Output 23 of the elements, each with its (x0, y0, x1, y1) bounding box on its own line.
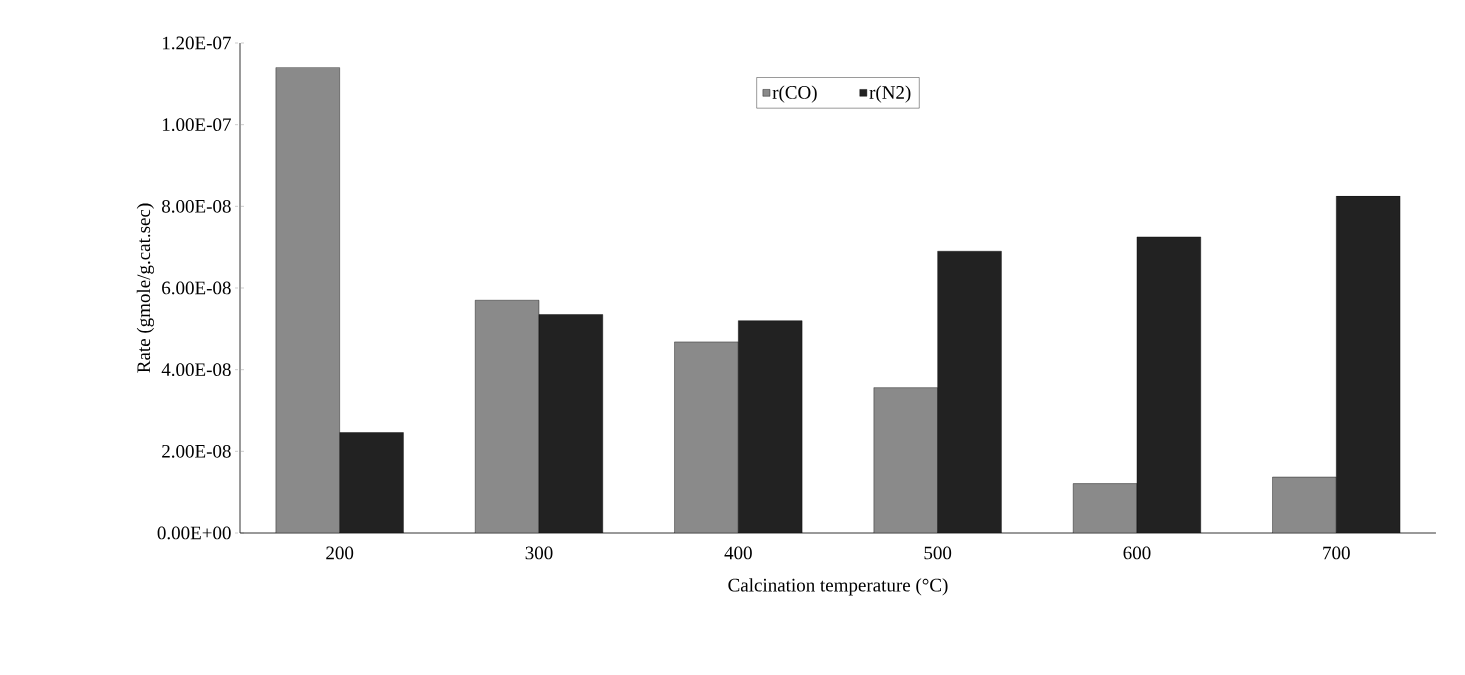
y-axis-title: Rate (gmole/g.cat.sec) (136, 203, 155, 373)
x-tick-label: 500 (924, 546, 952, 560)
y-tick-label: 2.00E-08 (162, 444, 231, 458)
x-tick-label: 300 (525, 546, 553, 560)
y-tick-label: 8.00E-08 (162, 199, 231, 213)
x-axis-title: Calcination temperature (°C) (728, 578, 948, 596)
legend-label: r(CO) (772, 85, 817, 103)
y-tick-label: 4.00E-08 (161, 363, 231, 377)
bar (937, 251, 1002, 533)
bar (538, 314, 603, 533)
x-tick-label: 200 (326, 546, 354, 560)
y-tick-label: 6.00E-08 (162, 281, 231, 295)
x-tick-label: 700 (1323, 546, 1350, 560)
bar (1336, 195, 1401, 533)
bar (1136, 236, 1201, 533)
bar (339, 432, 404, 533)
y-tick-label: 1.20E-07 (162, 36, 231, 50)
bar (738, 320, 803, 533)
y-tick-label: 1.00E-07 (162, 118, 231, 132)
x-tick-label: 400 (724, 546, 752, 560)
legend-label: r(N2) (869, 85, 911, 103)
y-tick-label: 0.00E+00 (157, 526, 231, 540)
x-tick-label: 600 (1123, 546, 1151, 560)
